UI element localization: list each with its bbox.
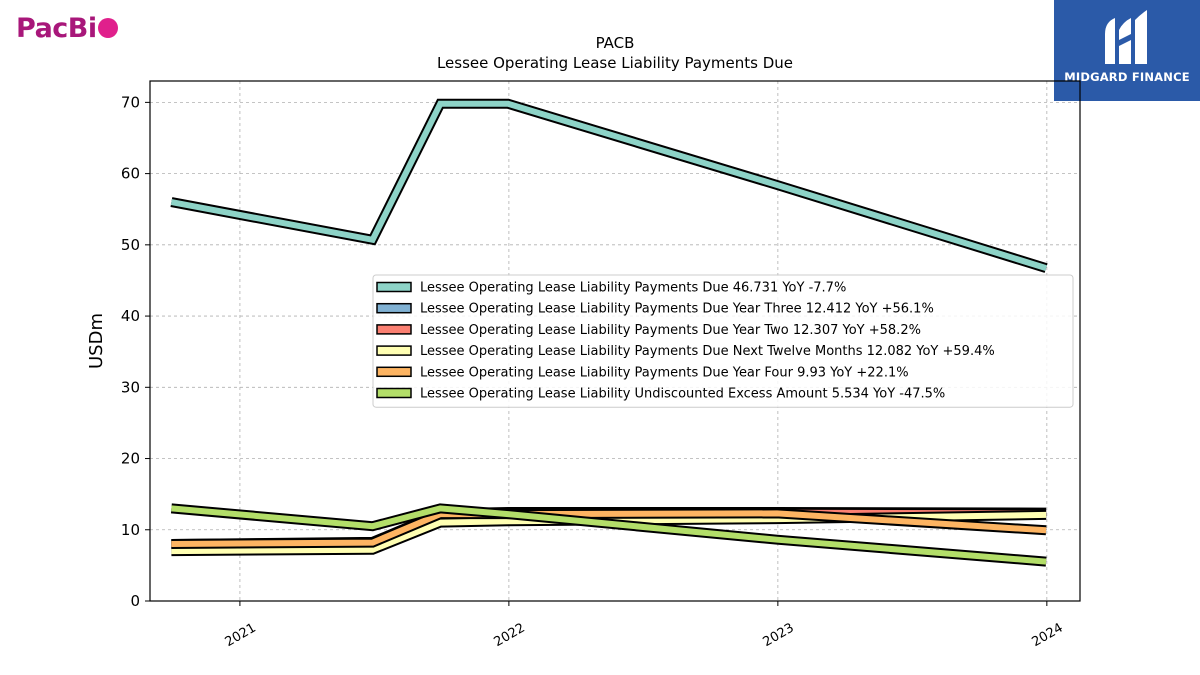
legend-swatch [376,302,412,314]
midgard-logo-text: MIDGARD FINANCE [1064,70,1190,84]
chart-subtitle: Lessee Operating Lease Liability Payment… [437,54,793,72]
legend-entry: Lessee Operating Lease Liability Payment… [420,365,909,380]
pacbio-logo: PacBi [16,10,118,46]
y-tick-label: 70 [121,93,140,111]
series-line-5 [171,505,1047,565]
legend-box [372,274,1074,408]
y-tick-label: 20 [121,450,140,468]
legend-swatch [376,324,412,335]
legend-entry: Lessee Operating Lease Liability Undisco… [420,387,945,402]
pacbio-logo-text: PacBi [16,12,97,44]
chart-title: PACB [596,34,635,52]
x-tick-label: 2022 [492,621,528,651]
x-axis: 2021 2022 2023 2024 [223,601,1066,650]
y-axis-label: USDm [86,313,107,369]
series-line-0 [170,100,1047,271]
legend: Lessee Operating Lease Liability Payment… [372,274,1074,408]
legend-entry: Lessee Operating Lease Liability Payment… [420,323,921,338]
midgard-finance-logo: MIDGARD FINANCE [1054,0,1200,101]
legend-swatch [376,366,412,378]
legend-entry: Lessee Operating Lease Liability Payment… [420,302,934,317]
pacbio-logo-dot [97,18,118,38]
x-tick-label: 2023 [761,621,797,651]
y-tick-label: 50 [121,236,140,254]
midgard-logo-icon [1105,10,1147,64]
y-axis: 0 10 20 30 40 50 60 70 [121,93,150,610]
series-outline-0 [170,98,1048,273]
x-tick-label: 2021 [223,621,259,651]
legend-swatch [376,281,412,293]
legend-swatch [376,387,412,399]
y-tick-label: 40 [121,307,140,325]
legend-entry: Lessee Operating Lease Liability Payment… [420,344,995,359]
y-tick-label: 10 [121,521,140,539]
y-tick-label: 0 [130,592,140,610]
y-tick-label: 60 [121,165,140,183]
legend-swatch [376,345,412,356]
x-tick-label: 2024 [1030,621,1066,651]
series-layer [170,98,1048,567]
legend-entry: Lessee Operating Lease Liability Payment… [420,281,846,296]
y-tick-label: 30 [121,378,140,396]
plot-frame [149,80,1081,602]
